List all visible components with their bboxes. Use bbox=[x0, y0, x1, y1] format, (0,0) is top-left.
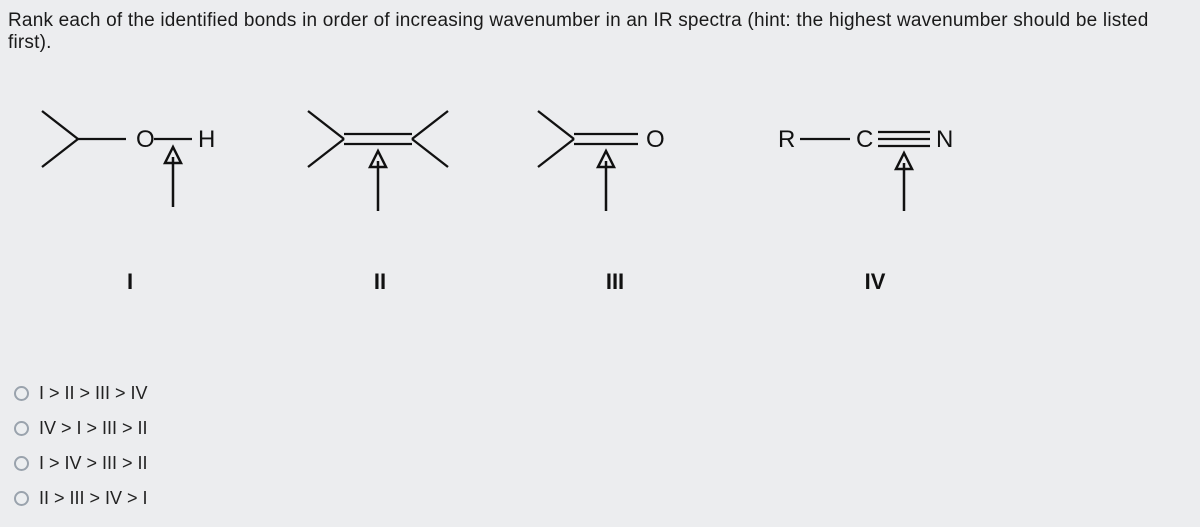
structure-3: O III bbox=[530, 104, 700, 295]
radio-icon[interactable] bbox=[14, 386, 29, 401]
arrow-icon bbox=[598, 151, 614, 211]
o-label: O bbox=[646, 126, 665, 153]
h-label: H bbox=[198, 126, 215, 153]
arrow-icon bbox=[370, 151, 386, 211]
r-label: R bbox=[778, 126, 795, 153]
radio-icon[interactable] bbox=[14, 421, 29, 436]
option-2-label: IV > I > III > II bbox=[39, 418, 148, 439]
option-3[interactable]: I > IV > III > II bbox=[14, 453, 148, 474]
structure-2: II bbox=[300, 104, 460, 295]
structure-2-svg bbox=[300, 104, 460, 214]
roman-1: I bbox=[127, 269, 133, 295]
structure-1-svg: O H bbox=[30, 104, 230, 214]
option-3-label: I > IV > III > II bbox=[39, 453, 148, 474]
o-label: O bbox=[136, 126, 155, 153]
option-4[interactable]: II > III > IV > I bbox=[14, 488, 148, 509]
structure-1: O H I bbox=[30, 104, 230, 295]
roman-2: II bbox=[374, 269, 386, 295]
arrow-icon bbox=[896, 153, 912, 211]
structure-4-svg: R C N bbox=[770, 104, 980, 214]
question-text: Rank each of the identified bonds in ord… bbox=[0, 0, 1200, 54]
structure-3-svg: O bbox=[530, 104, 700, 214]
option-2[interactable]: IV > I > III > II bbox=[14, 418, 148, 439]
c-label: C bbox=[856, 126, 873, 153]
radio-icon[interactable] bbox=[14, 491, 29, 506]
arrow-icon bbox=[165, 147, 181, 207]
radio-icon[interactable] bbox=[14, 456, 29, 471]
option-1[interactable]: I > II > III > IV bbox=[14, 383, 148, 404]
roman-4: IV bbox=[865, 269, 886, 295]
option-4-label: II > III > IV > I bbox=[39, 488, 148, 509]
structures-row: O H I bbox=[0, 54, 1200, 295]
option-1-label: I > II > III > IV bbox=[39, 383, 148, 404]
roman-3: III bbox=[606, 269, 624, 295]
n-label: N bbox=[936, 126, 953, 153]
structure-4: R C N IV bbox=[770, 104, 980, 295]
options-list: I > II > III > IV IV > I > III > II I > … bbox=[14, 383, 148, 509]
